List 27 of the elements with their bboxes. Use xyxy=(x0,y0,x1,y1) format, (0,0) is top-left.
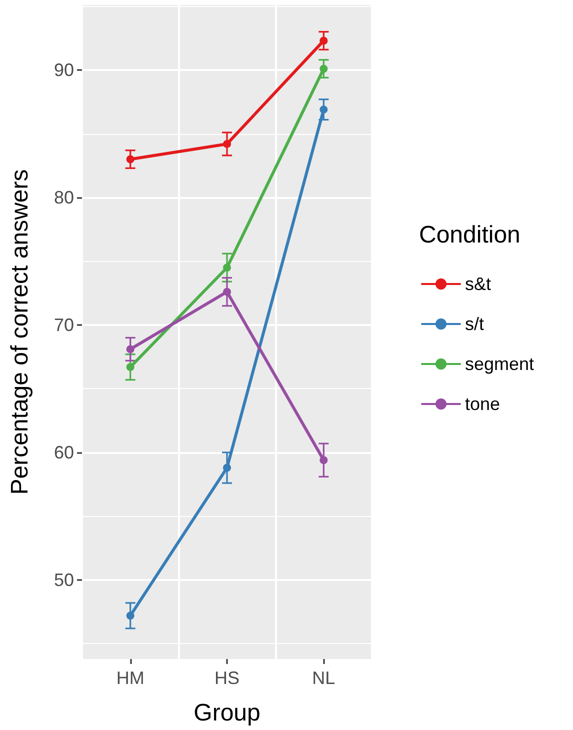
x-axis-title: Group xyxy=(194,700,260,726)
point xyxy=(223,288,231,296)
legend-label: tone xyxy=(465,394,500,414)
point xyxy=(126,363,134,372)
point xyxy=(223,464,231,472)
y-tick-label: 90 xyxy=(54,60,74,80)
legend-title: Condition xyxy=(419,222,520,248)
point xyxy=(126,345,134,354)
legend-label: s/t xyxy=(465,314,484,334)
point xyxy=(320,36,328,45)
point xyxy=(320,456,328,464)
y-axis-title: Percentage of correct answers xyxy=(6,169,34,495)
point xyxy=(320,106,328,114)
point xyxy=(223,264,231,272)
x-tick-label: HM xyxy=(116,668,144,688)
y-tick-label: 60 xyxy=(54,442,74,462)
point xyxy=(126,155,134,164)
point xyxy=(223,140,231,148)
legend-label: s&t xyxy=(465,274,492,294)
y-tick-label: 50 xyxy=(54,570,74,590)
point xyxy=(320,64,328,73)
x-tick-label: HS xyxy=(214,668,240,688)
y-tick-label: 80 xyxy=(54,188,74,208)
legend-label: segment xyxy=(465,354,534,374)
point xyxy=(126,612,134,620)
x-tick-label: NL xyxy=(312,668,336,688)
y-tick-label: 70 xyxy=(54,314,74,335)
